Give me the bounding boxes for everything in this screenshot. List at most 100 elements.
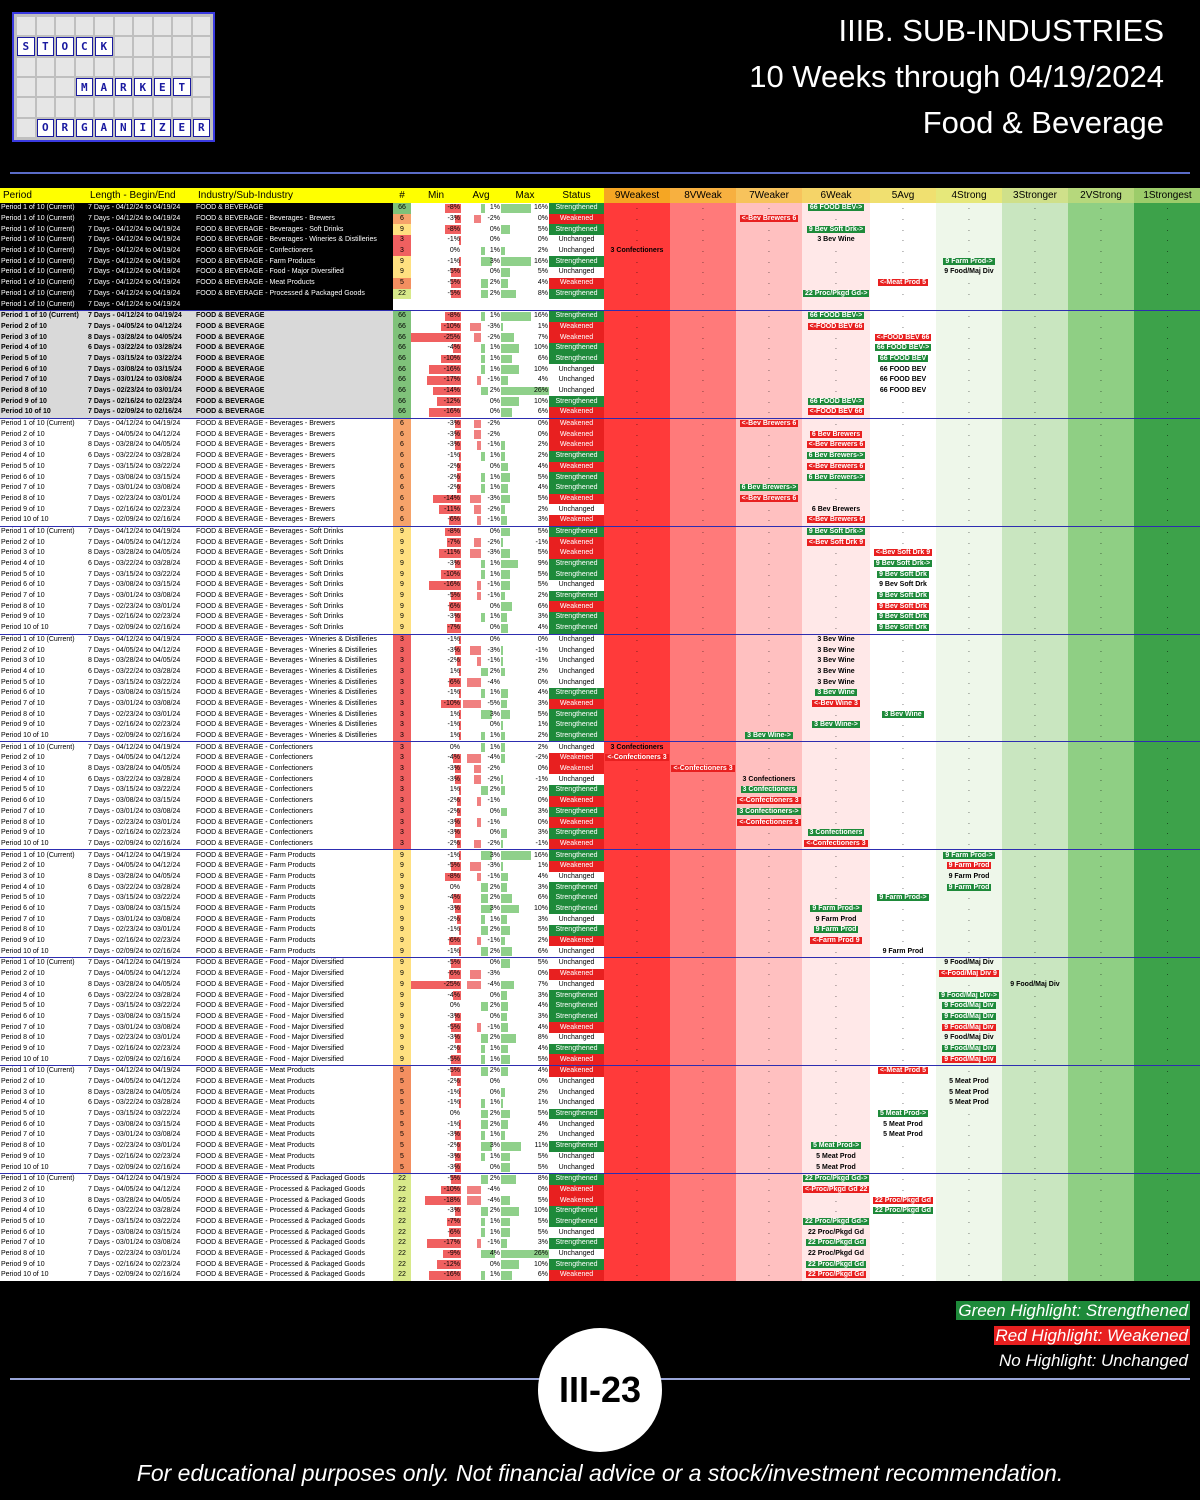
rank-label: 6 Bev Brewers-> [806,452,866,460]
rank-label: <-Confectioners 3 [737,797,801,805]
rank-cell: . [670,309,736,322]
rank-cell: . [1002,548,1068,559]
length-cell: 7 Days - 02/16/24 to 02/23/24 [87,1043,195,1055]
avg-cell: 1% [461,309,501,322]
rank-cell: . [936,440,1002,451]
rank-cell: 9 Food/Maj Div [936,957,1002,969]
table-body: Period 1 of 10 (Current) 7 Days - 04/12/2… [0,203,1200,1281]
min-cell: -7% [411,1216,461,1228]
rank-cell: . [736,525,802,538]
period-cell: Period 2 of 10 [0,429,87,441]
logo-tile [56,17,74,36]
rank-cell: . [1134,1054,1200,1066]
length-cell: 7 Days - 03/01/24 to 03/08/24 [87,590,195,602]
min-value: -9% [447,1250,460,1258]
length-cell: 7 Days - 02/09/24 to 02/16/24 [87,407,195,419]
max-bar [501,441,505,450]
avg-value: -1% [487,657,500,665]
rank-cell: . [936,979,1002,991]
avg-bar [477,441,481,450]
rank-cell: . [802,730,870,742]
length-cell: 7 Days - 02/09/24 to 02/16/24 [87,1054,195,1066]
rank-cell: . [670,730,736,742]
count-cell: 6 [393,504,411,515]
min-value: -1% [447,1120,460,1128]
count-cell: 9 [393,914,411,926]
rank-cell: . [670,1227,736,1238]
logo-tile [192,57,210,76]
max-value: 5% [537,1055,548,1063]
count-cell: 3 [393,817,411,828]
length-cell: 7 Days - 04/05/24 to 04/12/24 [87,1184,195,1196]
rank-cell: . [736,838,802,850]
table-row: Period 1 of 10 (Current) 7 Days - 04/12/2… [0,417,1200,430]
rank-cell: . [802,267,870,278]
rank-cell: . [1068,979,1134,991]
rank-cell: . [670,1054,736,1066]
rank-cell: . [604,1087,670,1099]
max-value: -1% [535,657,548,665]
logo-letter: T [173,78,191,97]
max-cell: 3% [501,990,549,1001]
rank-cell: . [1068,407,1134,419]
max-value: 5% [537,710,548,718]
max-cell: 10% [501,342,549,354]
avg-value: -1% [487,592,500,600]
min-cell: -7% [411,537,461,548]
length-cell: 7 Days - 04/12/24 to 04/19/24 [87,1172,195,1185]
count-cell: 66 [393,309,411,322]
rank-cell: . [1134,1172,1200,1185]
min-bar [455,1131,461,1140]
count-cell: 9 [393,979,411,991]
avg-value: 2% [489,883,500,891]
min-cell [411,299,461,311]
rank-cell: . [604,806,670,818]
rank-cell: . [1068,1000,1134,1012]
rank-cell: . [670,213,736,225]
industry-cell: FOOD & BEVERAGE - Farm Products [195,893,393,904]
rank-cell: . [604,687,670,699]
status-cell: Weakened [549,1270,604,1281]
rank-cell: . [1002,838,1068,850]
status-cell: Strengthened [549,353,604,365]
rank-cell: . [1134,612,1200,623]
rank-cell: . [1068,774,1134,786]
count-cell: 6 [393,514,411,527]
rank-cell: . [1068,245,1134,257]
rank-cell: . [1068,1140,1134,1152]
rank-cell: 9 Food/Maj Div [936,1054,1002,1066]
period-cell: Period 6 of 10 [0,687,87,699]
rank-cell: . [1002,1130,1068,1141]
rank-cell: . [1068,267,1134,278]
max-cell: 5% [501,1151,549,1163]
rank-cell: . [1068,332,1134,343]
min-value: -3% [447,1163,460,1171]
min-bar [451,1067,461,1076]
rank-cell: . [736,224,802,236]
max-cell [501,299,549,311]
max-bar [501,365,520,374]
count-cell: 5 [393,1064,411,1077]
rank-cell: . [1134,730,1200,742]
status-cell: Unchanged [549,1162,604,1174]
rank-cell: . [1002,677,1068,688]
rank-cell: . [1068,342,1134,354]
min-value: -3% [447,1131,460,1139]
avg-cell: -2% [461,838,501,850]
avg-bar [477,376,481,385]
status-cell: Unchanged [549,1151,604,1163]
rank-cell: . [1002,817,1068,828]
avg-cell: 1% [461,730,501,742]
rank-cell: . [1002,935,1068,947]
rank-label: 66 FOOD BEV [879,387,927,395]
rank-cell: . [1068,375,1134,386]
rank-cell: . [736,979,802,991]
max-bar [501,1163,511,1172]
avg-value: 0% [489,721,500,729]
rank-cell: . [1002,622,1068,634]
length-cell: 6 Days - 03/22/24 to 03/28/24 [87,450,195,462]
max-cell: 5% [501,267,549,278]
rank-cell: . [604,1227,670,1238]
rank-cell: 6 Bev Brewers [802,504,870,515]
rank-cell: . [936,633,1002,646]
